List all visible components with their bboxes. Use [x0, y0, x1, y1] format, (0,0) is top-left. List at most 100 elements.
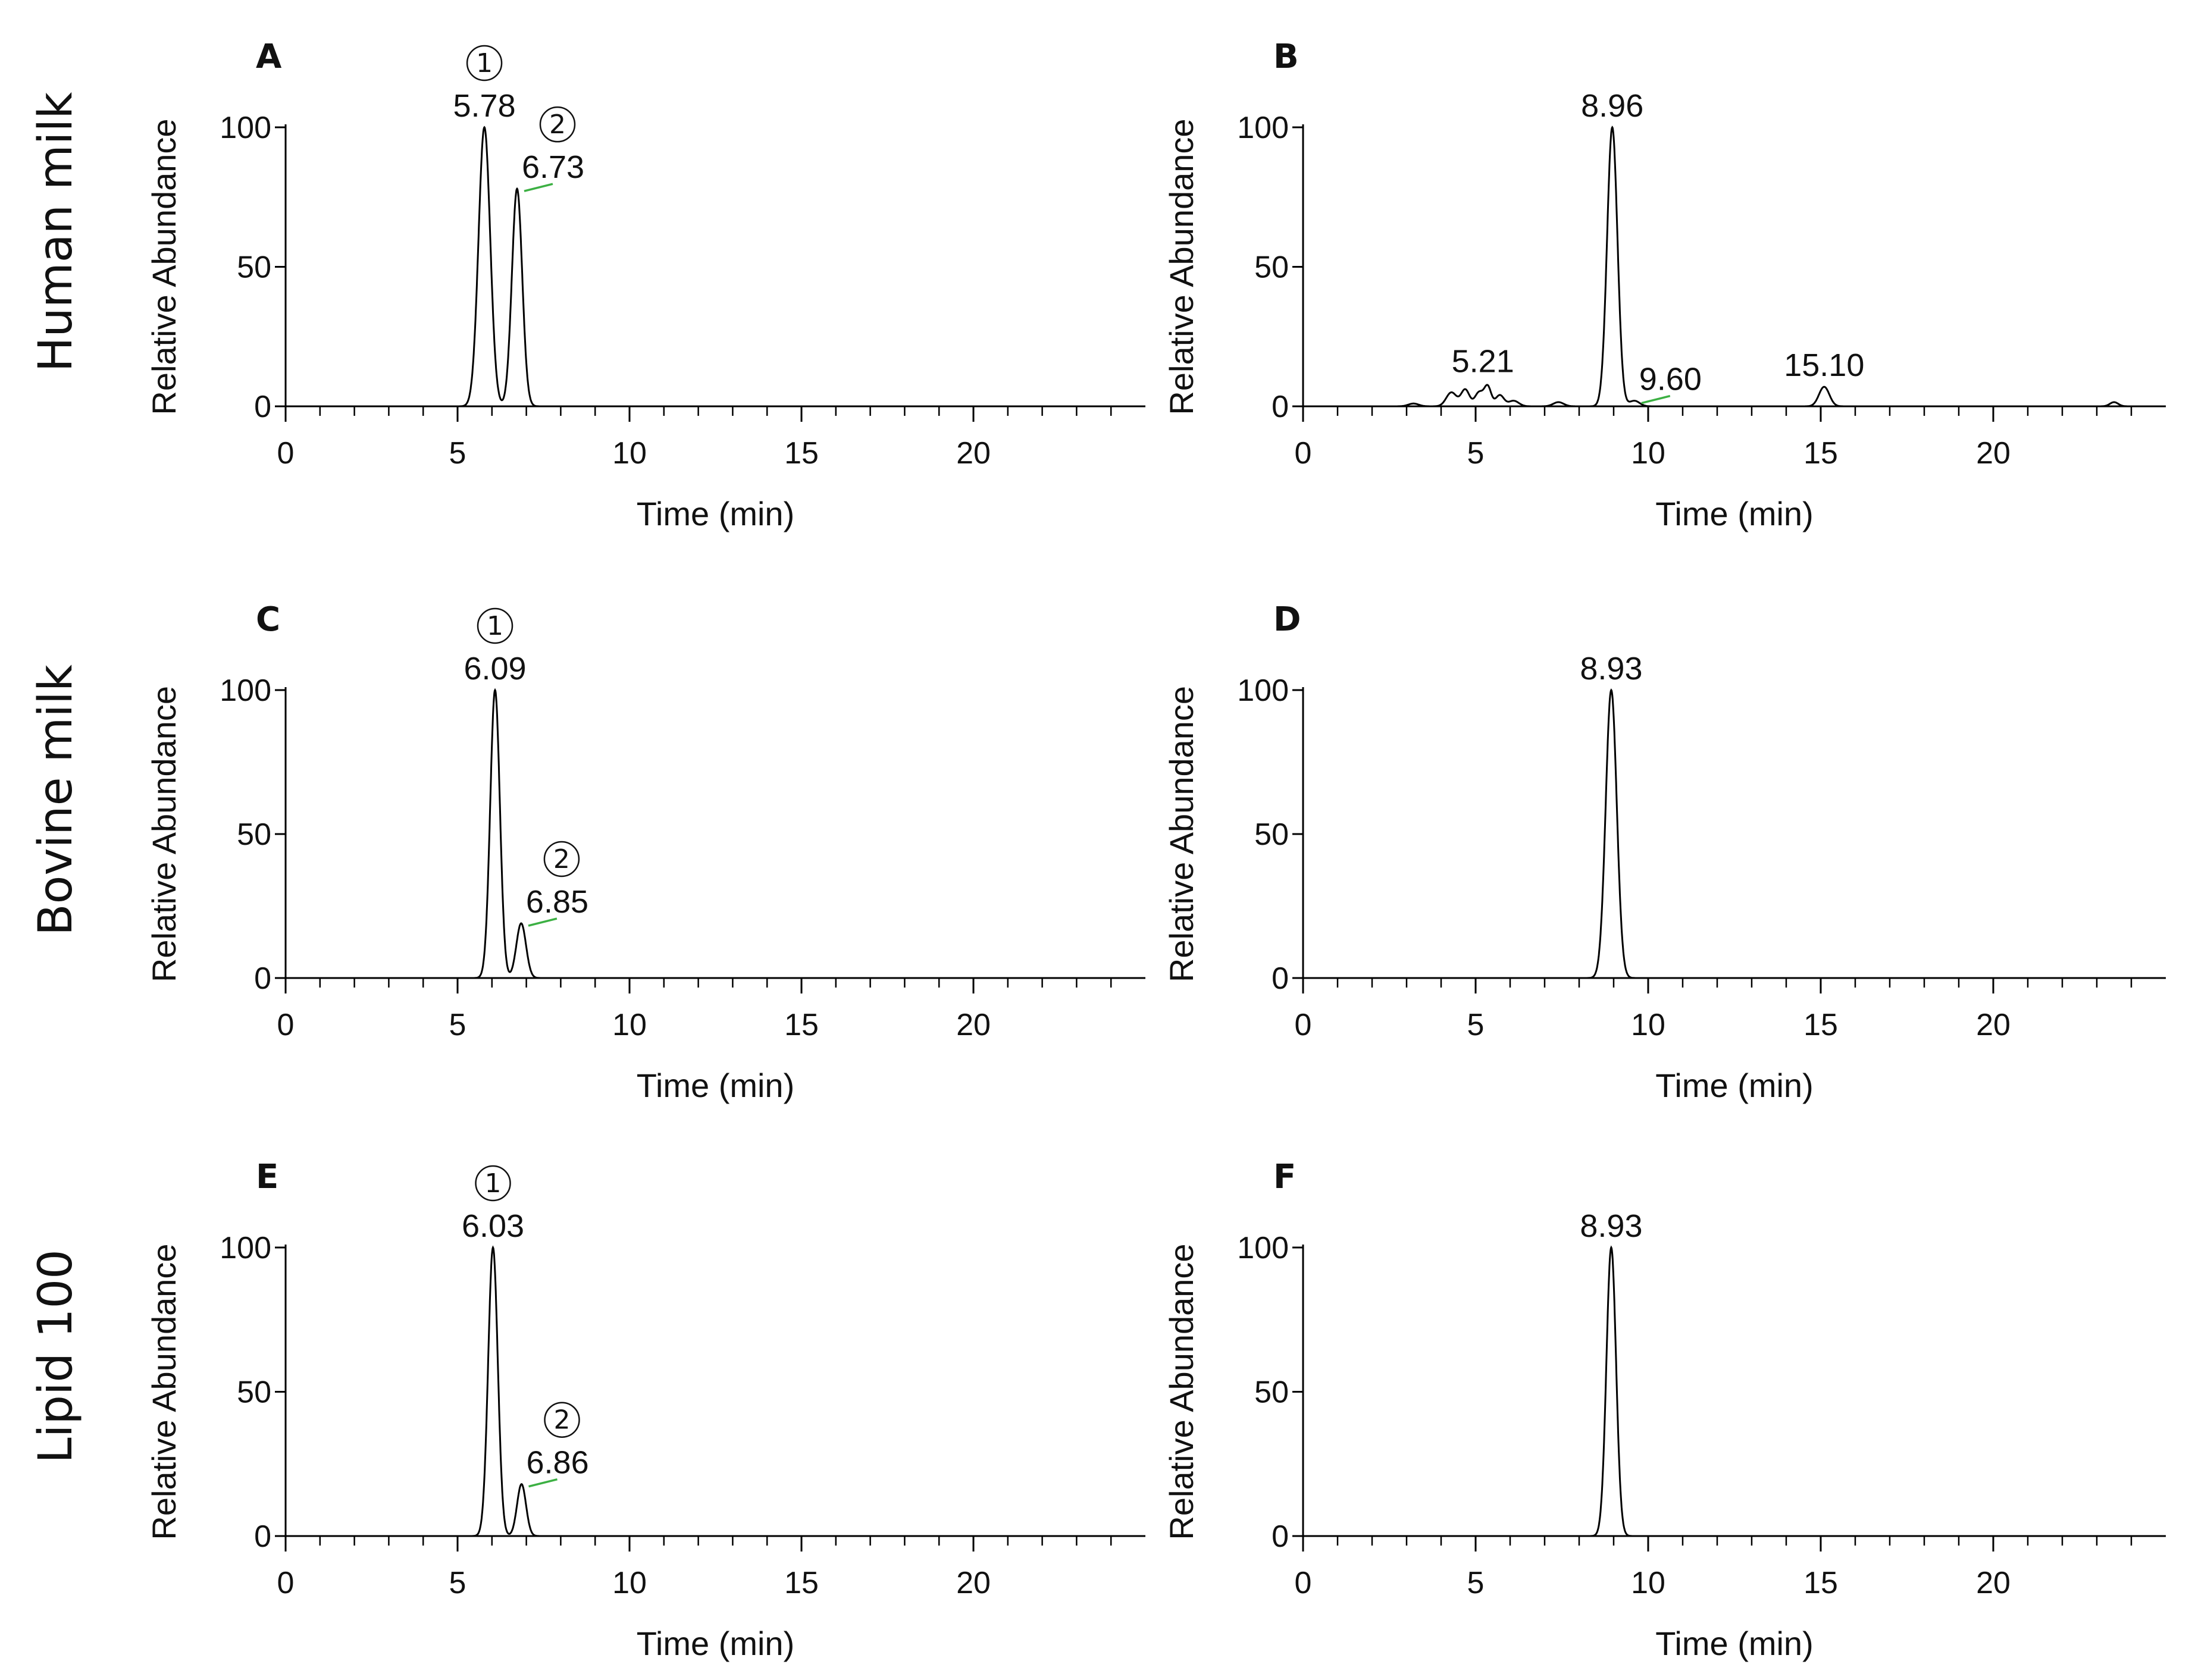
x-axis-label: Time (min)	[1655, 1067, 1813, 1104]
integration-line	[524, 183, 553, 192]
x-axis-label: Time (min)	[1655, 1625, 1813, 1662]
x-tick-label: 5	[449, 1566, 466, 1600]
peak-marker: 1	[487, 611, 503, 641]
row-labels: Human milk Bovine milk Lipid 100	[29, 92, 83, 1463]
y-tick-label: 50	[1254, 1375, 1289, 1410]
peak-label: 5.21	[1452, 343, 1514, 379]
x-tick-label: 20	[956, 436, 991, 471]
peak-label: 8.93	[1580, 651, 1642, 687]
x-tick-label: 5	[449, 436, 466, 471]
panel-letter: D	[1273, 600, 1301, 639]
x-tick-label: 0	[1295, 436, 1312, 471]
panel-letter: A	[256, 37, 282, 76]
row-label: Bovine milk	[29, 665, 83, 936]
y-tick-label: 100	[220, 111, 271, 145]
peak-label: 6.85	[526, 884, 588, 920]
peak-marker-circle	[477, 607, 513, 644]
peak-label: 15.10	[1784, 347, 1864, 383]
x-tick-label: 15	[1803, 1008, 1838, 1042]
x-axis-label: Time (min)	[637, 495, 794, 532]
y-tick-label: 50	[1254, 250, 1289, 285]
x-tick-label: 20	[1976, 1566, 2011, 1600]
x-tick-label: 0	[1295, 1566, 1312, 1600]
x-tick-label: 5	[1467, 1008, 1485, 1042]
x-tick-label: 15	[784, 436, 819, 471]
y-tick-label: 50	[1254, 817, 1289, 852]
chromatogram-trace	[286, 688, 1145, 979]
integration-line	[1641, 394, 1671, 405]
chromatogram-trace	[286, 1245, 1145, 1537]
y-axis-label: Relative Abundance	[145, 1243, 183, 1540]
y-tick-label: 0	[1272, 961, 1289, 996]
x-axis-label: Time (min)	[637, 1625, 794, 1662]
panel-letter: C	[256, 600, 280, 639]
panel-e: E 0 50 100 0 5 10 15 20 Time (min) Relative Abunda…	[145, 1158, 1145, 1662]
y-tick-label: 50	[237, 250, 271, 285]
peak-marker-circle	[466, 45, 503, 82]
chromatogram-trace	[1303, 126, 2166, 408]
y-tick-label: 100	[220, 1231, 271, 1265]
y-tick-label: 50	[237, 1375, 271, 1410]
x-tick-label: 15	[1803, 1566, 1838, 1600]
x-tick-label: 10	[612, 1008, 647, 1042]
x-tick-label: 10	[612, 436, 647, 471]
peak-marker-circle	[475, 1165, 511, 1202]
panel-d: D 0 50 100 0 5 10 15 20 Time (min) Relative Abunda…	[1163, 600, 2166, 1104]
x-tick-label: 10	[1631, 1566, 1665, 1600]
integration-line	[528, 917, 558, 927]
peak-marker: 2	[554, 1405, 571, 1435]
chromatogram-trace	[286, 126, 1145, 408]
peak-label: 8.93	[1580, 1208, 1642, 1244]
peak-label: 6.09	[464, 651, 526, 687]
peak-label: 5.78	[453, 88, 516, 124]
x-tick-label: 15	[1803, 436, 1838, 471]
y-tick-label: 0	[254, 390, 271, 424]
x-tick-label: 10	[1631, 436, 1665, 471]
y-axis-label: Relative Abundance	[1163, 686, 1200, 982]
chromatogram-trace	[1303, 688, 2166, 979]
x-tick-label: 0	[277, 1008, 295, 1042]
panel-letter: F	[1273, 1158, 1296, 1196]
x-axis-label: Time (min)	[637, 1067, 794, 1104]
x-tick-label: 20	[956, 1566, 991, 1600]
peak-marker: 2	[549, 109, 566, 140]
x-tick-label: 10	[1631, 1008, 1665, 1042]
y-tick-label: 100	[1237, 1231, 1289, 1265]
x-tick-label: 5	[1467, 1566, 1485, 1600]
x-tick-label: 0	[277, 1566, 295, 1600]
peak-marker-circle	[543, 841, 580, 877]
x-tick-label: 0	[1295, 1008, 1312, 1042]
peak-marker: 1	[476, 48, 493, 79]
x-tick-label: 5	[1467, 436, 1485, 471]
integration-line	[528, 1478, 558, 1488]
y-tick-label: 0	[1272, 1519, 1289, 1554]
y-tick-label: 50	[237, 817, 271, 852]
peak-label: 6.73	[522, 149, 584, 185]
peak-label: 9.60	[1639, 362, 1702, 397]
y-axis-label: Relative Abundance	[1163, 1243, 1200, 1540]
peak-label: 6.86	[527, 1445, 589, 1481]
x-tick-label: 15	[784, 1566, 819, 1600]
peak-label: 6.03	[462, 1208, 524, 1244]
x-tick-label: 0	[277, 436, 295, 471]
y-tick-label: 0	[254, 961, 271, 996]
x-tick-label: 5	[449, 1008, 466, 1042]
y-tick-label: 100	[1237, 673, 1289, 708]
x-tick-label: 20	[1976, 436, 2011, 471]
panel-a: A 0 50 100 0 5 10 15 20 Time (min) Relative Abunda…	[145, 37, 1145, 532]
y-tick-label: 100	[1237, 111, 1289, 145]
x-tick-label: 15	[784, 1008, 819, 1042]
panel-c: C 0 50 100 0 5 10 15 20 Time (min) Relative Abunda…	[145, 600, 1145, 1104]
peak-marker: 1	[485, 1168, 502, 1199]
y-axis-label: Relative Abundance	[145, 686, 183, 982]
peak-label: 8.96	[1581, 88, 1643, 124]
peak-marker-circle	[539, 106, 576, 143]
x-axis-label: Time (min)	[1655, 495, 1813, 532]
y-tick-label: 100	[220, 673, 271, 708]
y-axis-label: Relative Abundance	[1163, 118, 1200, 415]
peak-marker: 2	[553, 844, 570, 875]
row-label: Human milk	[29, 92, 83, 372]
panel-f: F 0 50 100 0 5 10 15 20 Time (min) Relative Abunda…	[1163, 1158, 2166, 1662]
